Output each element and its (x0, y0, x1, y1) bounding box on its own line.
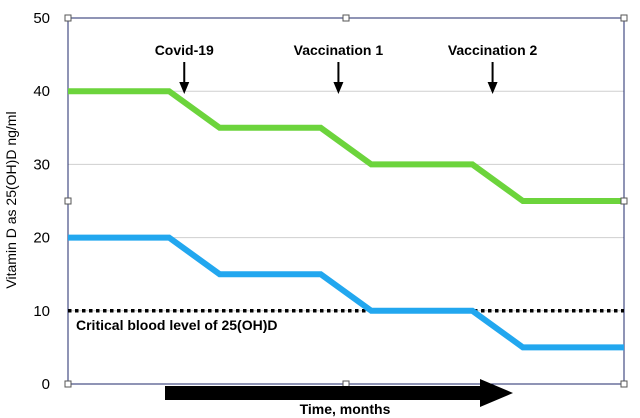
reference-line-label: Critical blood level of 25(OH)D (76, 317, 277, 333)
down-arrow-icon (333, 82, 344, 94)
selection-handle (64, 14, 72, 22)
time-arrow-icon (165, 379, 513, 407)
y-tick-label: 10 (33, 303, 50, 320)
x-axis-label: Time, months (300, 401, 391, 417)
selection-handles (64, 14, 628, 388)
down-arrow-icon (487, 82, 498, 94)
selection-handle (64, 380, 72, 388)
event-annotations: Covid-19 Vaccination 1 Vaccination 2 (155, 42, 538, 94)
down-arrow-icon (179, 82, 190, 94)
y-tick-label: 50 (33, 10, 50, 27)
event-label: Vaccination 1 (294, 42, 384, 58)
y-tick-label: 0 (42, 376, 50, 393)
series-line-upper (68, 88, 624, 204)
selection-handle (620, 14, 628, 22)
event-label: Vaccination 2 (448, 42, 538, 58)
selection-handle (620, 380, 628, 388)
event-label: Covid-19 (155, 42, 214, 58)
y-tick-label: 40 (33, 83, 50, 100)
selection-handle (64, 197, 72, 205)
series-line-lower (68, 234, 624, 351)
y-tick-label: 20 (33, 230, 50, 247)
selection-handle (342, 14, 350, 22)
selection-handle (620, 197, 628, 205)
y-tick-labels: 0 10 20 30 40 50 (33, 10, 50, 393)
y-tick-label: 30 (33, 156, 50, 173)
y-axis-label: Vitamin D as 25(OH)D ng/ml (3, 111, 19, 288)
series-group (68, 88, 624, 351)
